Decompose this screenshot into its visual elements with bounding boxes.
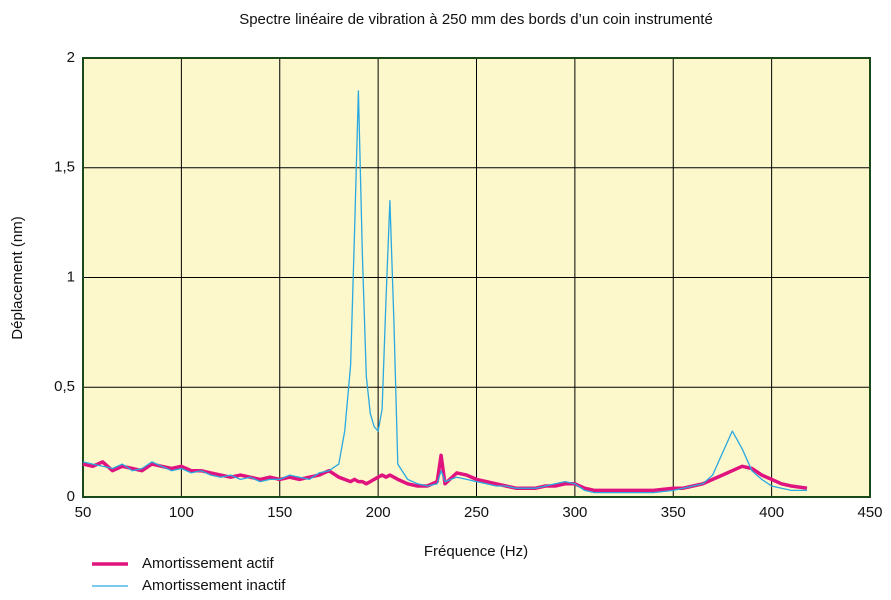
plot-frame xyxy=(82,57,871,498)
legend-label: Amortissement actif xyxy=(142,555,275,572)
chart-title: Spectre linéaire de vibration à 250 mm d… xyxy=(239,11,713,28)
x-tick-label: 150 xyxy=(267,504,292,521)
x-tick-label: 200 xyxy=(366,504,391,521)
x-tick-label: 300 xyxy=(562,504,587,521)
x-tick-label: 250 xyxy=(464,504,489,521)
series-line xyxy=(82,90,807,494)
y-tick-label: 0 xyxy=(67,488,75,505)
x-tick-label: 50 xyxy=(75,504,92,521)
legend-label: Amortissement inactif xyxy=(142,577,286,594)
x-tick-label: 450 xyxy=(857,504,882,521)
x-tick-label: 400 xyxy=(759,504,784,521)
y-tick-label: 1 xyxy=(67,268,75,285)
series-line xyxy=(82,453,808,493)
y-axis-label: Déplacement (nm) xyxy=(9,216,26,339)
y-tick-label: 0,5 xyxy=(54,378,75,395)
y-tick-label: 1,5 xyxy=(54,159,75,176)
x-tick-label: 100 xyxy=(169,504,194,521)
x-axis-label: Fréquence (Hz) xyxy=(424,543,528,560)
y-tick-label: 2 xyxy=(67,49,75,66)
x-tick-label: 350 xyxy=(661,504,686,521)
